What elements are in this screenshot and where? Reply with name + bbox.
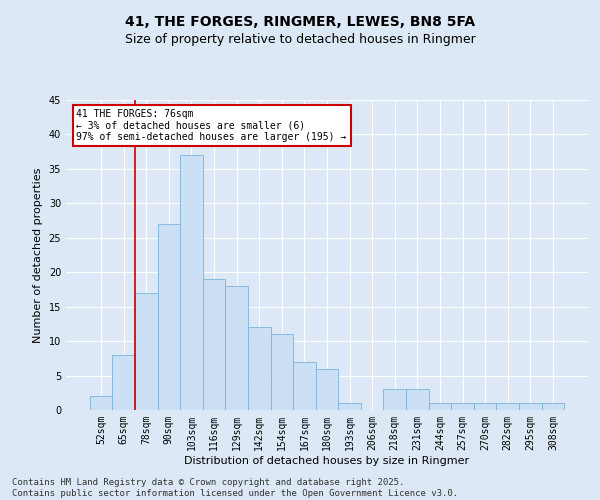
Bar [428, 403, 451, 410]
Bar [135, 293, 158, 410]
Bar [180, 155, 203, 410]
Bar [338, 403, 361, 410]
Bar [112, 355, 135, 410]
Bar [203, 279, 226, 410]
Bar [226, 286, 248, 410]
Bar [90, 396, 112, 410]
Bar [293, 362, 316, 410]
Text: Contains HM Land Registry data © Crown copyright and database right 2025.
Contai: Contains HM Land Registry data © Crown c… [12, 478, 458, 498]
X-axis label: Distribution of detached houses by size in Ringmer: Distribution of detached houses by size … [184, 456, 470, 466]
Bar [271, 334, 293, 410]
Text: Size of property relative to detached houses in Ringmer: Size of property relative to detached ho… [125, 32, 475, 46]
Bar [406, 390, 428, 410]
Y-axis label: Number of detached properties: Number of detached properties [33, 168, 43, 342]
Bar [542, 403, 564, 410]
Text: 41 THE FORGES: 76sqm
← 3% of detached houses are smaller (6)
97% of semi-detache: 41 THE FORGES: 76sqm ← 3% of detached ho… [76, 110, 347, 142]
Text: 41, THE FORGES, RINGMER, LEWES, BN8 5FA: 41, THE FORGES, RINGMER, LEWES, BN8 5FA [125, 15, 475, 29]
Bar [519, 403, 542, 410]
Bar [496, 403, 519, 410]
Bar [474, 403, 496, 410]
Bar [248, 328, 271, 410]
Bar [316, 368, 338, 410]
Bar [451, 403, 474, 410]
Bar [383, 390, 406, 410]
Bar [158, 224, 180, 410]
